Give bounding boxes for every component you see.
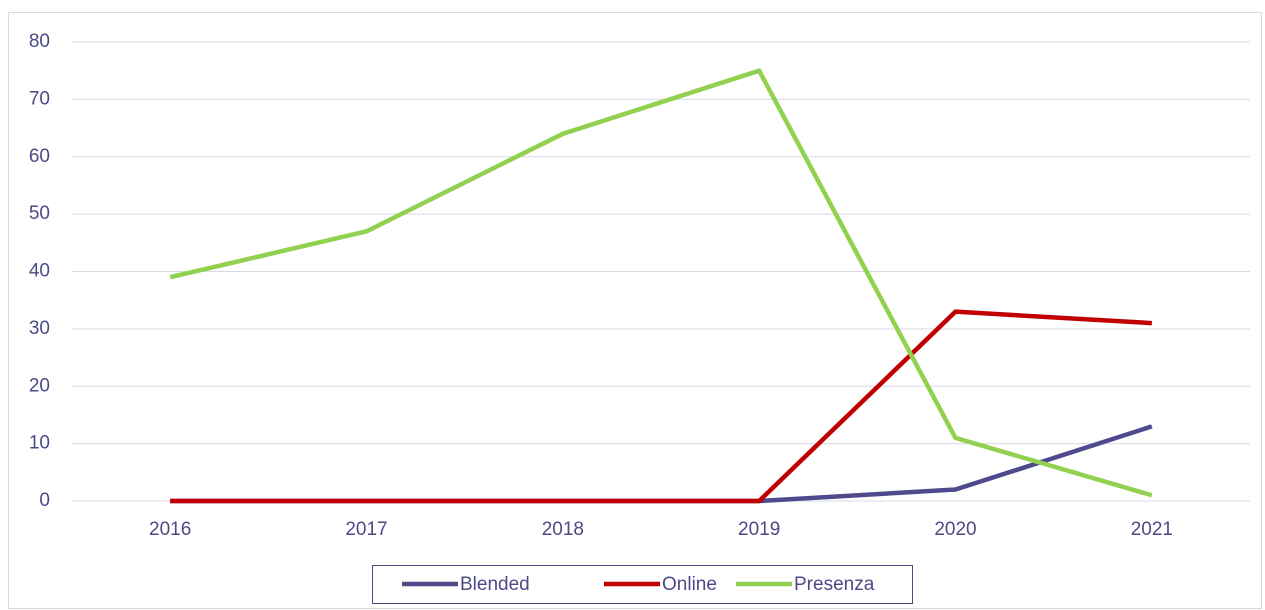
- legend-label: Blended: [460, 574, 530, 595]
- line-series: [169, 68, 1153, 498]
- y-tick-label: 70: [29, 88, 50, 109]
- legend-label: Online: [662, 574, 717, 595]
- y-tick-label: 50: [29, 203, 50, 224]
- x-tick-label: 2017: [345, 519, 387, 540]
- x-tick-label: 2018: [542, 519, 584, 540]
- y-tick-label: 20: [29, 375, 50, 396]
- legend-label: Presenza: [794, 574, 875, 595]
- y-tick-label: 0: [39, 490, 50, 511]
- line-series: [170, 309, 1152, 504]
- x-tick-label: 2019: [738, 519, 780, 540]
- x-tick-label: 2021: [1131, 519, 1173, 540]
- y-tick-label: 80: [29, 31, 50, 52]
- chart-border: [8, 12, 1262, 609]
- x-tick-label: 2020: [934, 519, 976, 540]
- y-tick-label: 40: [29, 261, 50, 282]
- y-tick-label: 30: [29, 318, 50, 339]
- y-tick-label: 10: [29, 433, 50, 454]
- y-tick-label: 60: [29, 146, 50, 167]
- x-tick-label: 2016: [149, 519, 191, 540]
